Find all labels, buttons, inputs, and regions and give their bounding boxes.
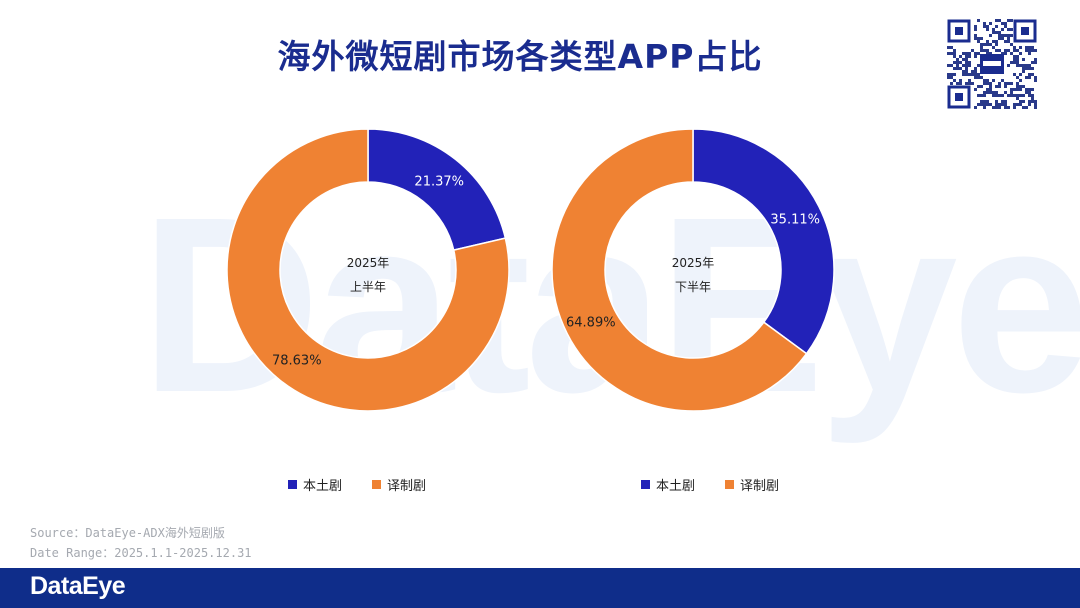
legend-label: 本土剧 bbox=[656, 479, 696, 494]
legend-item-translated: 译制剧 bbox=[372, 475, 426, 494]
footer-bar: DataEye bbox=[0, 568, 1080, 608]
legend-h1: 本土剧 译制剧 bbox=[288, 475, 426, 494]
center-label: 上半年 bbox=[350, 280, 386, 294]
slice-domestic bbox=[692, 128, 835, 355]
slice-domestic bbox=[367, 128, 507, 252]
qr-code-icon bbox=[946, 18, 1038, 110]
legend-swatch-translated bbox=[725, 480, 735, 489]
legend-swatch-domestic bbox=[288, 480, 297, 489]
legend-item-domestic: 本土剧 bbox=[641, 475, 695, 494]
legend-item-domestic: 本土剧 bbox=[288, 475, 342, 494]
source-note: Source：DataEye-ADX海外短剧版 Date Range：2025.… bbox=[30, 523, 252, 563]
page-title: 海外微短剧市场各类型APP占比 bbox=[277, 37, 763, 76]
data-label: 21.37% bbox=[414, 174, 464, 189]
legend-swatch-translated bbox=[372, 480, 382, 489]
source-line: Source：DataEye-ADX海外短剧版 bbox=[30, 526, 225, 540]
slice-translated bbox=[226, 128, 510, 412]
data-label: 35.11% bbox=[770, 212, 820, 227]
legend-item-translated: 译制剧 bbox=[725, 475, 779, 494]
center-label: 2025年 bbox=[672, 256, 715, 270]
slice-translated bbox=[551, 128, 808, 412]
center-label: 下半年 bbox=[675, 280, 711, 294]
footer-logo: DataEye bbox=[30, 572, 126, 600]
center-label: 2025年 bbox=[347, 256, 390, 270]
legend-label: 译制剧 bbox=[387, 479, 427, 494]
data-label: 64.89% bbox=[566, 316, 616, 331]
legend-label: 译制剧 bbox=[740, 479, 780, 494]
data-label: 78.63% bbox=[272, 354, 322, 369]
legend-label: 本土剧 bbox=[303, 479, 343, 494]
date-range-line: Date Range：2025.1.1-2025.12.31 bbox=[30, 546, 252, 560]
legend-h2: 本土剧 译制剧 bbox=[641, 475, 779, 494]
legend-swatch-domestic bbox=[641, 480, 650, 489]
